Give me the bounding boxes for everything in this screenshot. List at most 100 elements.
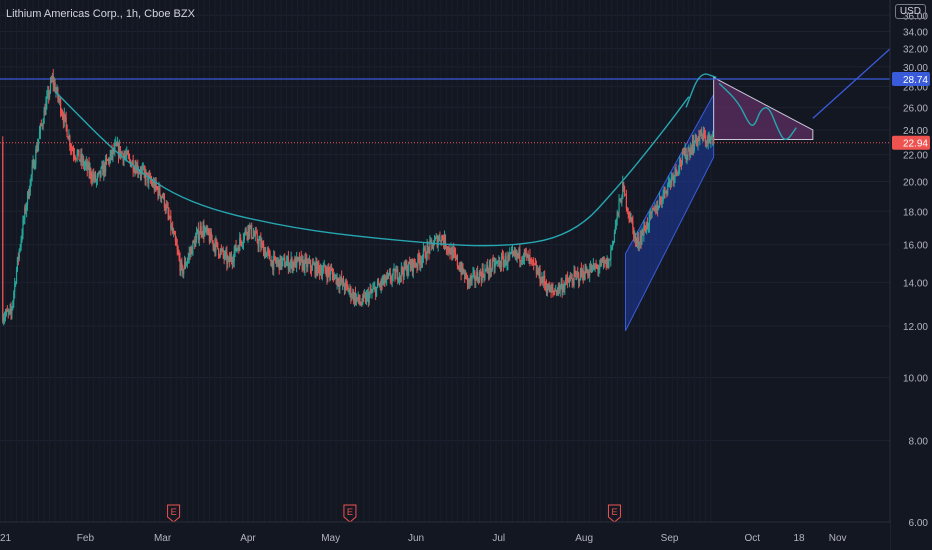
candle-body xyxy=(162,194,165,198)
candle-body xyxy=(344,281,346,290)
last-price-badge: 22.94 xyxy=(892,135,930,150)
candle-body xyxy=(408,261,410,272)
candle-body xyxy=(443,235,446,246)
candle-body xyxy=(422,248,425,257)
candle-body xyxy=(354,292,357,303)
candle-body xyxy=(710,139,712,141)
candle-body xyxy=(426,245,428,259)
candle-body xyxy=(434,237,436,240)
candle-body xyxy=(495,262,497,264)
candle-body xyxy=(446,248,448,251)
candle-body xyxy=(645,229,647,232)
candle-body xyxy=(284,257,286,268)
candle-body xyxy=(650,211,652,214)
candle-body xyxy=(54,83,56,93)
earnings-marker-label: E xyxy=(347,507,353,517)
candle-body xyxy=(181,261,183,267)
candle-body xyxy=(404,262,406,269)
candle-body xyxy=(206,228,209,232)
candle-body xyxy=(43,110,45,124)
candle-body xyxy=(97,172,99,176)
candle-body xyxy=(4,313,7,317)
candle-body xyxy=(391,275,393,281)
candle-body xyxy=(264,250,267,257)
candle-body xyxy=(168,214,170,219)
candle-body xyxy=(692,140,695,151)
candle-body xyxy=(622,182,624,199)
candle-body xyxy=(57,87,59,98)
candle-body xyxy=(26,191,29,205)
resistance-price-badge-bg xyxy=(892,71,930,86)
candle-body xyxy=(395,271,397,280)
candle-body xyxy=(510,251,513,253)
candle-body xyxy=(150,181,153,183)
candle-body xyxy=(128,156,131,160)
candle-body xyxy=(190,248,192,253)
candle-body xyxy=(609,259,611,261)
candle-body xyxy=(488,271,490,274)
candle-body xyxy=(105,158,107,173)
candle-body xyxy=(341,279,344,284)
candle-body xyxy=(388,273,391,275)
candle-body xyxy=(221,249,223,251)
candle-body xyxy=(282,257,284,261)
candle-body xyxy=(587,271,589,276)
candle-body xyxy=(193,241,195,243)
candle-body xyxy=(147,173,149,184)
candle-body xyxy=(232,261,234,263)
earnings-marker-shape xyxy=(607,504,621,523)
candle-body xyxy=(25,207,27,212)
candle-body xyxy=(283,257,285,259)
candle-body xyxy=(366,293,368,295)
candle-body xyxy=(527,253,529,262)
candle-body xyxy=(514,251,516,255)
candle-body xyxy=(372,289,374,292)
candle-body xyxy=(555,290,558,294)
candle-body xyxy=(506,263,508,266)
candle-body xyxy=(154,181,156,190)
candle-body xyxy=(226,252,228,265)
candle-body xyxy=(577,273,579,275)
candle-body xyxy=(566,277,568,279)
candle-body xyxy=(529,255,531,260)
candle-body xyxy=(26,204,28,212)
candle-body xyxy=(627,211,629,213)
candle-body xyxy=(452,249,454,260)
candle-body xyxy=(79,160,81,162)
candle-body xyxy=(10,308,12,314)
candle-body xyxy=(639,236,641,245)
candle-body xyxy=(591,265,594,272)
candle-body xyxy=(300,256,302,259)
candle-body xyxy=(312,263,314,265)
candle-body xyxy=(133,170,135,172)
candle-body xyxy=(73,154,75,157)
breakout-curve xyxy=(685,73,717,108)
candle-body xyxy=(234,244,236,252)
candle-body xyxy=(302,260,304,269)
candle-body xyxy=(167,207,169,215)
candle-body xyxy=(393,269,395,271)
candle-body xyxy=(492,260,494,262)
candle-body xyxy=(39,124,42,133)
currency-button[interactable]: USD xyxy=(894,4,926,19)
candle-body xyxy=(399,275,402,277)
candle-body xyxy=(662,193,664,201)
y-tick-label: 16.00 xyxy=(903,241,928,252)
candle-body xyxy=(494,263,496,269)
y-tick-label: 12.00 xyxy=(903,322,928,333)
candle-body xyxy=(430,240,432,242)
candle-body xyxy=(88,163,90,174)
candle-body xyxy=(185,263,188,267)
candle-body xyxy=(605,259,607,268)
x-tick-label: Nov xyxy=(829,533,847,544)
candle-body xyxy=(536,270,538,274)
candle-body xyxy=(418,254,420,259)
candle-body xyxy=(454,251,456,254)
chart-title: Lithium Americas Corp., 1h, Cboe BZX xyxy=(6,8,195,20)
candle-body xyxy=(521,260,523,262)
candle-body xyxy=(553,290,555,292)
candle-body xyxy=(579,268,582,281)
y-tick-label: 8.00 xyxy=(909,437,929,448)
candle-body xyxy=(363,294,365,296)
